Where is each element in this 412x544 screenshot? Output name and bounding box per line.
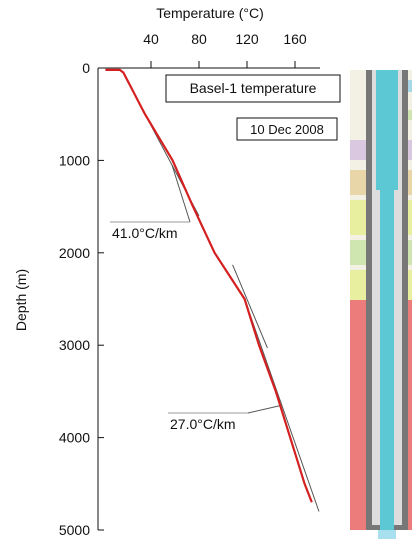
annotation-label: 41.0°C/km [112, 225, 178, 241]
x-tick-label: 120 [235, 31, 259, 47]
chart: Temperature (°C) Depth (m) Basel-1 tempe… [0, 0, 412, 539]
y-axis-title: Depth (m) [13, 269, 29, 331]
y-tick-label: 1000 [59, 152, 90, 168]
annotation-leader [248, 405, 282, 413]
annotation-label: 27.0°C/km [170, 416, 236, 432]
x-tick-label: 40 [143, 31, 159, 47]
y-tick-label: 3000 [59, 337, 90, 353]
fit-line [233, 265, 268, 348]
y-tick-label: 4000 [59, 430, 90, 446]
x-tick-label: 160 [283, 31, 307, 47]
y-tick-label: 5000 [59, 522, 90, 538]
x-axis-title: Temperature (°C) [156, 5, 264, 21]
date-label: 10 Dec 2008 [250, 122, 324, 137]
y-tick-label: 0 [82, 60, 90, 76]
legend-label: Basel-1 temperature [190, 80, 317, 96]
y-tick-label: 2000 [59, 245, 90, 261]
x-tick-label: 80 [191, 31, 207, 47]
well-schematic [350, 70, 412, 539]
